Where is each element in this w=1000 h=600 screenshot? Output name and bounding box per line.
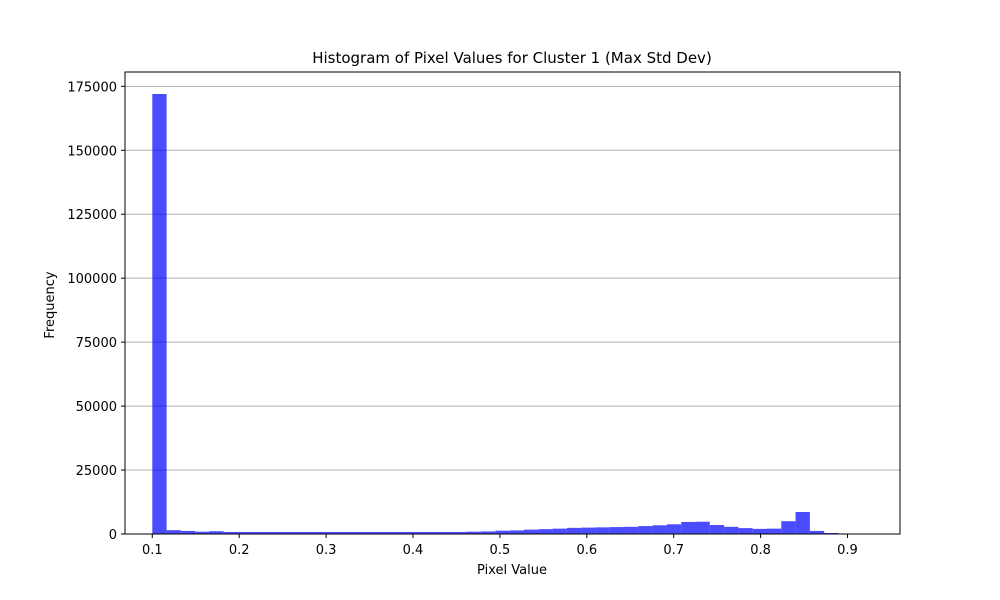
histogram-bar [280, 531, 296, 534]
histogram-bar [409, 531, 424, 534]
histogram-bar [309, 531, 324, 534]
histogram-bar [595, 527, 610, 534]
histogram-bar [495, 530, 510, 534]
x-axis-ticks: 0.1 0.2 0.3 0.4 0.5 0.6 0.7 0.8 0.9 [142, 534, 858, 558]
histogram-bar [166, 530, 181, 534]
histogram-bar [538, 529, 553, 534]
histogram-bar [395, 531, 410, 534]
histogram-bar [724, 526, 739, 534]
histogram-bar [566, 527, 582, 534]
histogram-bar [223, 531, 239, 534]
y-tick-label: 0 [109, 528, 117, 543]
histogram-bar [338, 531, 353, 534]
histogram-bar [466, 531, 482, 534]
y-tick-label: 25000 [76, 464, 117, 479]
histogram-bar [781, 521, 796, 534]
y-tick-label: 150000 [67, 144, 117, 159]
histogram-bar [666, 524, 682, 534]
x-tick-label: 0.6 [576, 543, 597, 558]
histogram-bar [252, 531, 267, 534]
histogram-bar [695, 521, 710, 534]
y-tick-label: 125000 [67, 208, 117, 223]
histogram-bar [809, 530, 825, 534]
histogram-bar [481, 531, 496, 534]
histogram-bar [638, 526, 653, 534]
y-tick-label: 175000 [67, 80, 117, 95]
histogram-bar [681, 521, 696, 534]
x-tick-label: 0.9 [837, 543, 858, 558]
histogram-bar [509, 530, 524, 534]
y-axis-label: Frequency [43, 271, 58, 338]
histogram-bar [652, 525, 667, 534]
plot-frame [124, 71, 901, 535]
histogram-bar [238, 531, 253, 534]
histogram-bar [195, 531, 210, 534]
grid-lines [125, 85, 900, 471]
histogram-bar [266, 531, 281, 534]
histogram-bar [438, 531, 453, 534]
histogram-bar [738, 528, 753, 534]
chart-title: Histogram of Pixel Values for Cluster 1 … [312, 49, 712, 67]
histogram-bar [352, 531, 367, 534]
x-tick-label: 0.3 [316, 543, 337, 558]
histogram-bar [523, 529, 539, 534]
x-tick-label: 0.5 [490, 543, 511, 558]
histogram-bar [766, 528, 782, 534]
x-tick-label: 0.1 [142, 543, 163, 558]
x-tick-label: 0.7 [663, 543, 684, 558]
histogram-bar [180, 530, 196, 534]
histogram-bar [452, 531, 467, 534]
bars [152, 94, 839, 534]
histogram-bar [423, 531, 439, 534]
histogram-bar [366, 531, 382, 534]
histogram-bar [824, 532, 839, 534]
histogram-bar [709, 525, 725, 534]
histogram-bar [624, 526, 639, 534]
histogram-bar [323, 531, 339, 534]
y-tick-label: 100000 [67, 272, 117, 287]
histogram-bar [581, 527, 596, 534]
histogram-bar [552, 528, 567, 534]
x-tick-label: 0.8 [750, 543, 771, 558]
x-tick-label: 0.2 [229, 543, 250, 558]
histogram-bar [609, 527, 625, 534]
x-tick-label: 0.4 [403, 543, 424, 558]
histogram-bar [381, 531, 396, 534]
histogram-bar [152, 94, 167, 534]
histogram-bar [795, 512, 810, 534]
histogram-bar [752, 528, 767, 534]
y-tick-label: 50000 [76, 400, 117, 415]
y-tick-label: 75000 [76, 336, 117, 351]
x-axis-label: Pixel Value [477, 563, 547, 578]
histogram-bar [209, 531, 224, 534]
y-axis-ticks: 0 25000 50000 75000 100000 125000 150000 175000 [67, 80, 125, 543]
histogram-bar [295, 531, 310, 534]
